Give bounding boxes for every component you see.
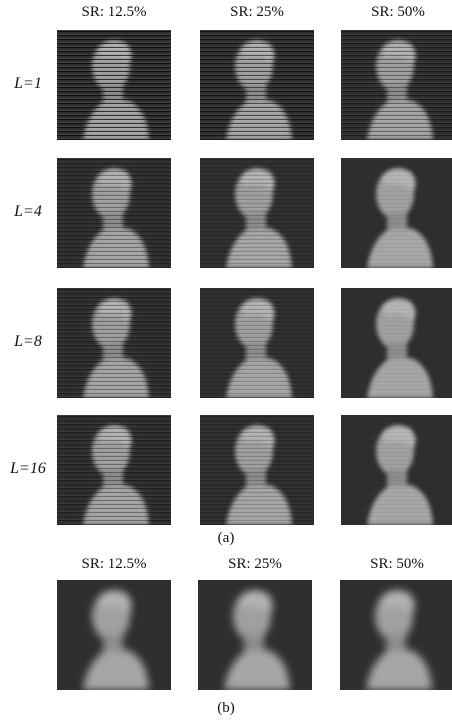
noise: [57, 415, 171, 525]
column-header: SR: 12.5%: [81, 4, 147, 20]
reconstruction-image: [57, 288, 171, 398]
reconstruction-image: [341, 415, 452, 525]
row-label: L=8: [14, 333, 42, 350]
column-header: SR: 50%: [370, 556, 424, 572]
reconstruction-image: [57, 158, 171, 268]
column-header: SR: 12.5%: [81, 556, 147, 572]
reconstruction-image: [341, 158, 452, 268]
caption: (a): [217, 530, 235, 546]
row-label: L=4: [14, 203, 42, 220]
reconstruction-image: [200, 30, 314, 140]
bust: [340, 580, 452, 690]
noise: [341, 30, 452, 140]
caption: (b): [217, 700, 235, 716]
noise: [200, 30, 314, 140]
noise: [200, 415, 314, 525]
noise: [341, 415, 452, 525]
column-header: SR: 25%: [228, 556, 282, 572]
reconstruction-image: [57, 580, 171, 690]
bust: [198, 580, 312, 690]
noise: [200, 288, 314, 398]
reconstruction-image: [57, 30, 171, 140]
reconstruction-image: [340, 580, 452, 690]
column-header: SR: 25%: [230, 4, 284, 20]
noise: [341, 158, 452, 268]
noise: [57, 30, 171, 140]
reconstruction-image: [198, 580, 312, 690]
reconstruction-image: [200, 288, 314, 398]
noise: [57, 158, 171, 268]
bust: [57, 580, 171, 690]
reconstruction-image: [57, 415, 171, 525]
noise: [200, 158, 314, 268]
row-label: L=1: [14, 75, 42, 92]
noise: [57, 288, 171, 398]
row-label: L=16: [10, 460, 46, 477]
reconstruction-image: [341, 30, 452, 140]
reconstruction-image: [200, 415, 314, 525]
column-header: SR: 50%: [371, 4, 425, 20]
noise: [341, 288, 452, 398]
reconstruction-image: [200, 158, 314, 268]
reconstruction-image: [341, 288, 452, 398]
